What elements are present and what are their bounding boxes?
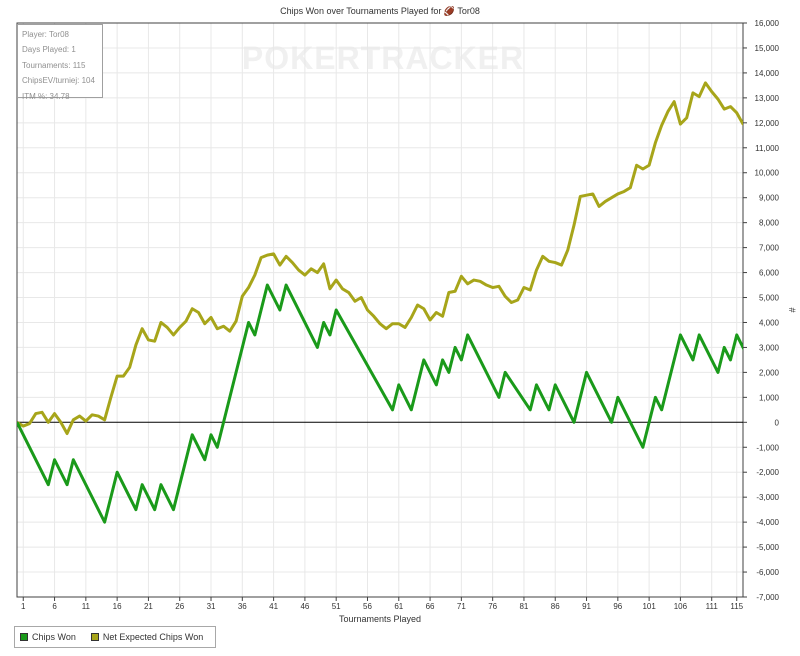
x-tick-label: 1: [21, 602, 26, 611]
plot-area: [16, 22, 744, 598]
x-tick-label: 106: [674, 602, 688, 611]
x-tick-label: 71: [457, 602, 466, 611]
x-tick-label: 16: [113, 602, 122, 611]
x-tick-label: 66: [426, 602, 435, 611]
y-tick-label: 9,000: [759, 194, 780, 203]
y-tick-label: 13,000: [755, 94, 780, 103]
y-tick-label: 5,000: [759, 294, 780, 303]
series-layer: [17, 81, 743, 524]
x-tick-label: 36: [238, 602, 247, 611]
grid-layer: [17, 22, 743, 598]
watermark: POKERTRACKER: [242, 40, 524, 76]
x-tick-label: 46: [300, 602, 309, 611]
series-line-chips-won: [17, 283, 743, 524]
legend-label-chips-won: Chips Won: [32, 632, 76, 642]
y-tick-label: 10,000: [755, 169, 780, 178]
legend-item-net-expected[interactable]: Net Expected Chips Won: [90, 632, 204, 642]
stat-chips-ev: ChipsEV/turniej: 104: [22, 76, 95, 86]
y-tick-label: 15,000: [755, 44, 780, 53]
stat-player: Player: Tor08: [22, 30, 69, 39]
legend-swatch-chips-won: [20, 633, 28, 641]
x-tick-label: 11: [82, 602, 91, 611]
chart-title: Chips Won over Tournaments Played for 🏈 …: [280, 5, 480, 17]
x-tick-label: 76: [488, 602, 497, 611]
y-tick-label: -1,000: [756, 443, 779, 452]
x-tick-label: 115: [730, 602, 743, 611]
chart-legend: Chips Won Net Expected Chips Won: [14, 626, 216, 648]
series-line-net-expected-chips-won: [17, 81, 743, 436]
x-tick-label: 61: [394, 602, 403, 611]
y-axis-label: #: [787, 307, 797, 312]
y-tick-label: 12,000: [755, 119, 780, 128]
y-tick-label: -3,000: [756, 493, 779, 502]
legend-label-net-expected: Net Expected Chips Won: [102, 632, 204, 642]
x-tick-label: 86: [551, 602, 560, 611]
y-tick-label: 4,000: [759, 318, 780, 327]
x-axis-label: Tournaments Played: [339, 614, 421, 624]
y-tick-label: 3,000: [759, 343, 780, 352]
x-tick-label: 6: [52, 602, 57, 611]
stat-days-played: Days Played: 1: [22, 45, 76, 55]
x-tick-label: 26: [175, 602, 184, 611]
x-tick-label: 31: [207, 602, 216, 611]
y-tick-label: 16,000: [755, 19, 780, 28]
x-tick-label: 81: [519, 602, 528, 611]
x-tick-label: 91: [582, 602, 591, 611]
legend-item-chips-won[interactable]: Chips Won: [20, 632, 76, 642]
legend-swatch-net-expected: [90, 633, 99, 641]
x-tick-label: 56: [363, 602, 372, 611]
stat-itm: ITM %: 34.78: [22, 91, 70, 101]
y-tick-label: -4,000: [756, 518, 779, 527]
x-tick-label: 51: [332, 602, 341, 611]
y-tick-label: -6,000: [756, 568, 779, 577]
y-tick-label: 1,000: [759, 393, 780, 402]
y-tick-label: 7,000: [759, 244, 780, 253]
y-tick-label: 2,000: [759, 368, 780, 377]
y-tick-label: -5,000: [756, 543, 779, 552]
y-tick-label: 8,000: [759, 219, 780, 228]
x-tick-label: 96: [613, 602, 622, 611]
y-tick-label: -7,000: [756, 593, 779, 602]
x-tick-label: 111: [706, 602, 719, 611]
y-tick-label: 11,000: [755, 144, 779, 153]
stat-tournaments: Tournaments: 115: [22, 60, 86, 70]
x-tick-label: 21: [144, 602, 153, 611]
axis-layer: 1 6 11 16 21 26 31 36 41 46 51 56 61 66 71 76 81 86 91 96 10…: [17, 19, 780, 611]
y-tick-label: -2,000: [756, 468, 779, 477]
y-tick-label: 6,000: [759, 269, 780, 278]
y-tick-label: 14,000: [755, 69, 780, 78]
y-tick-label: 0: [775, 418, 780, 427]
player-stats-box: Player: Tor08 Days Played: 1 Tournaments…: [17, 24, 103, 101]
x-tick-label: 101: [642, 602, 656, 611]
x-tick-label: 41: [269, 602, 278, 611]
